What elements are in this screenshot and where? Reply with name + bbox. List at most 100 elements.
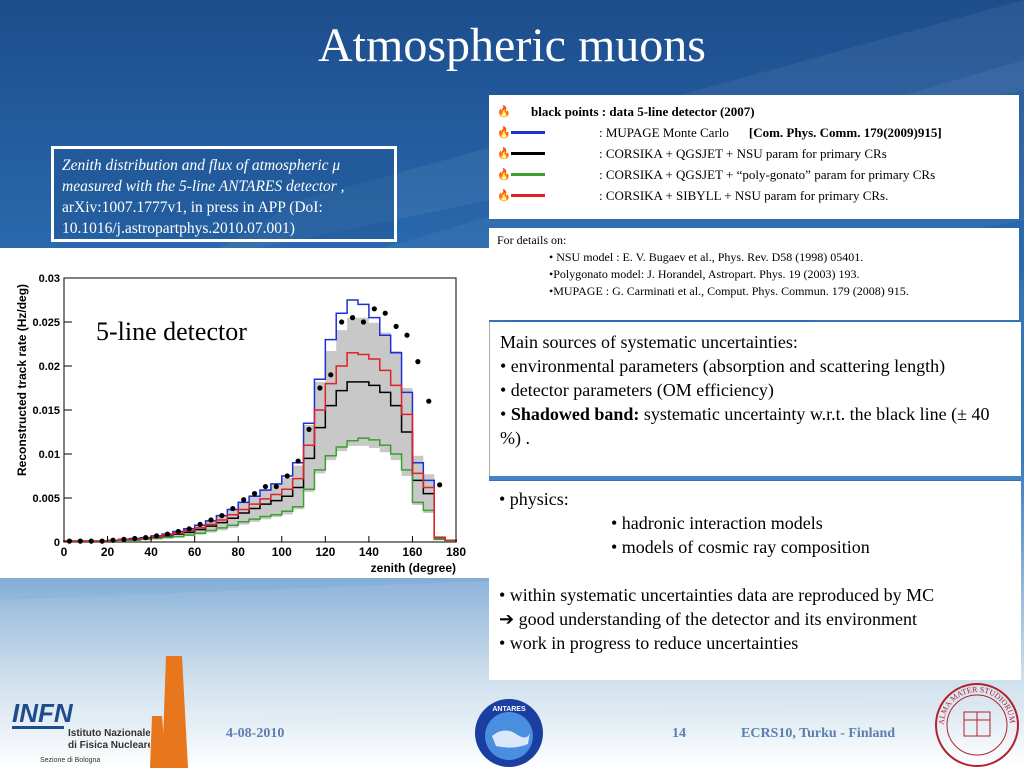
data-point — [328, 372, 334, 378]
y-tick-label: 0 — [54, 537, 60, 549]
band-description: systematic uncertainty w.r.t. the black … — [500, 404, 990, 448]
x-tick-label: 40 — [144, 545, 158, 559]
data-point — [273, 483, 279, 490]
understanding-text: good understanding of the detector and i… — [518, 609, 917, 629]
footer-conference: ECRS10, Turku - Finland — [741, 726, 896, 741]
details-panel: For details on: • NSU model : E. V. Buga… — [489, 228, 1019, 320]
x-tick-label: 160 — [402, 545, 422, 559]
data-point — [197, 521, 203, 527]
legend-row: 🔥: CORSIKA + QGSJET + “poly-gonato” para… — [497, 164, 1011, 185]
data-point — [143, 535, 149, 541]
physics-heading: • physics: — [499, 489, 569, 509]
data-point — [175, 528, 181, 535]
data-point — [208, 517, 214, 523]
data-point — [426, 398, 432, 404]
flame-bullet-icon: 🔥 — [497, 127, 511, 139]
x-tick-label: 80 — [232, 545, 246, 559]
y-tick-label: 0.025 — [32, 317, 60, 329]
details-heading: For details on: — [497, 233, 567, 247]
legend-swatch — [511, 173, 545, 176]
physics-panel: • physics: • hadronic interaction models… — [489, 480, 1021, 680]
legend-text: : CORSIKA + QGSJET + NSU param for prima… — [599, 145, 887, 161]
legend-swatch — [511, 152, 545, 155]
legend-swatch — [511, 194, 545, 197]
y-axis-label: Reconstructed track rate (Hz/deg) — [15, 284, 29, 476]
legend-row: 🔥 black points : data 5-line detector (20… — [497, 101, 1011, 122]
legend-row: 🔥 : CORSIKA + SIBYLL + NSU param for prim… — [497, 185, 1011, 206]
annotation-5-line-detector: 5-line detector — [96, 317, 247, 346]
data-point — [317, 385, 323, 391]
data-point — [153, 533, 160, 539]
data-point — [110, 537, 116, 543]
data-point — [121, 536, 127, 542]
y-tick-label: 0.01 — [39, 449, 60, 461]
legend-text: : CORSIKA + SIBYLL + NSU param for prima… — [599, 187, 889, 203]
seal-text: ALMA MATER STUDIORUM A.D. 1088 — [931, 675, 1017, 725]
infn-name-2: di Fisica Nucleare — [68, 740, 150, 751]
data-point — [241, 497, 247, 503]
legend-reference: [Com. Phys. Comm. 179(2009)915] — [748, 124, 942, 140]
legend-row: 🔥: CORSIKA + QGSJET + NSU param for prim… — [497, 143, 1011, 164]
data-point — [295, 458, 301, 464]
legend-text: black points : data 5-line detector (200… — [531, 103, 755, 119]
arrow-icon: ➔ — [499, 609, 515, 629]
data-point — [186, 526, 192, 532]
svg-text:ALMA MATER STUDIORUM A.D. 1088: ALMA MATER STUDIORUM A.D. 1088 — [934, 682, 1017, 725]
data-point — [66, 538, 73, 544]
systematic-band — [64, 317, 456, 542]
data-point — [262, 483, 269, 490]
x-tick-label: 180 — [446, 545, 466, 559]
data-point — [164, 531, 171, 537]
legend-swatch — [511, 131, 545, 134]
caption-box: Zenith distribution and flux of atmosphe… — [51, 146, 397, 242]
infn-logo-text: INFN — [12, 698, 74, 728]
data-point — [404, 332, 410, 338]
systematics-item-detector: • detector parameters (OM efficiency) — [500, 380, 774, 400]
x-tick-label: 0 — [61, 545, 68, 559]
data-point — [415, 359, 421, 365]
legend-swatch — [511, 110, 525, 113]
x-tick-label: 100 — [272, 545, 292, 559]
footer-date: 4-08-2010 — [226, 726, 285, 741]
y-tick-label: 0.005 — [32, 493, 60, 505]
band-bullet: • — [500, 404, 511, 424]
data-point — [132, 535, 138, 542]
systematics-item-environment: • environmental parameters (absorption a… — [500, 356, 946, 376]
details-item-mupage: •MUPAGE : G. Carminati et al., Comput. P… — [549, 284, 909, 298]
antares-logo: ANTARES — [474, 698, 544, 768]
plot-panel: 0 20 40 60 80 100 120 140 160 180 0 0.005 0.01 0.015 0… — [0, 248, 489, 578]
x-tick-label: 120 — [315, 545, 335, 559]
systematics-item-band: • Shadowed band: systematic uncertainty … — [500, 402, 1011, 450]
physics-sub-composition: • models of cosmic ray composition — [611, 537, 870, 557]
details-item-polygonato: •Polygonato model: J. Horandel, Astropar… — [549, 267, 860, 281]
systematics-heading: Main sources of systematic uncertainties… — [500, 332, 798, 352]
data-point — [393, 323, 399, 329]
slide-title: Atmospheric muons — [318, 19, 706, 72]
bologna-tower-icon — [148, 656, 198, 768]
physics-sub-hadronic: • hadronic interaction models — [611, 513, 823, 533]
infn-section: Sezione di Bologna — [40, 757, 100, 764]
systematics-panel: Main sources of systematic uncertainties… — [489, 322, 1021, 476]
antares-logo-text: ANTARES — [492, 706, 526, 713]
data-point — [437, 482, 443, 488]
physics-line-understanding: ➔ good understanding of the detector and… — [499, 607, 1011, 631]
zenith-histogram: 0 20 40 60 80 100 120 140 160 180 0 0.005 0.01 0.015 0… — [15, 273, 466, 575]
infn-name-1: Istituto Nazionale — [68, 728, 150, 739]
x-tick-label: 20 — [101, 545, 115, 559]
data-point — [230, 505, 236, 512]
data-point — [306, 426, 312, 432]
x-axis-label: zenith (degree) — [371, 561, 456, 575]
flame-bullet-icon: 🔥 — [497, 190, 511, 202]
y-tick-label: 0.03 — [39, 273, 60, 285]
physics-line-reproduced: • within systematic uncertainties data a… — [499, 585, 935, 605]
legend-panel: 🔥 black points : data 5-line detector (20… — [489, 95, 1019, 219]
data-point — [219, 513, 225, 519]
flame-bullet-icon: 🔥 — [497, 106, 511, 118]
caption-italic: Zenith distribution and flux of atmosphe… — [62, 157, 345, 195]
legend-row: 🔥 : MUPAGE Monte Carlo [Com. Phys. Comm. 1… — [497, 122, 1011, 143]
data-point — [99, 538, 105, 544]
footer-page-number: 14 — [672, 726, 686, 741]
legend-text: : CORSIKA + QGSJET + “poly-gonato” param… — [599, 166, 936, 182]
legend-text: : MUPAGE Monte Carlo — [599, 124, 729, 140]
x-tick-label: 60 — [188, 545, 202, 559]
